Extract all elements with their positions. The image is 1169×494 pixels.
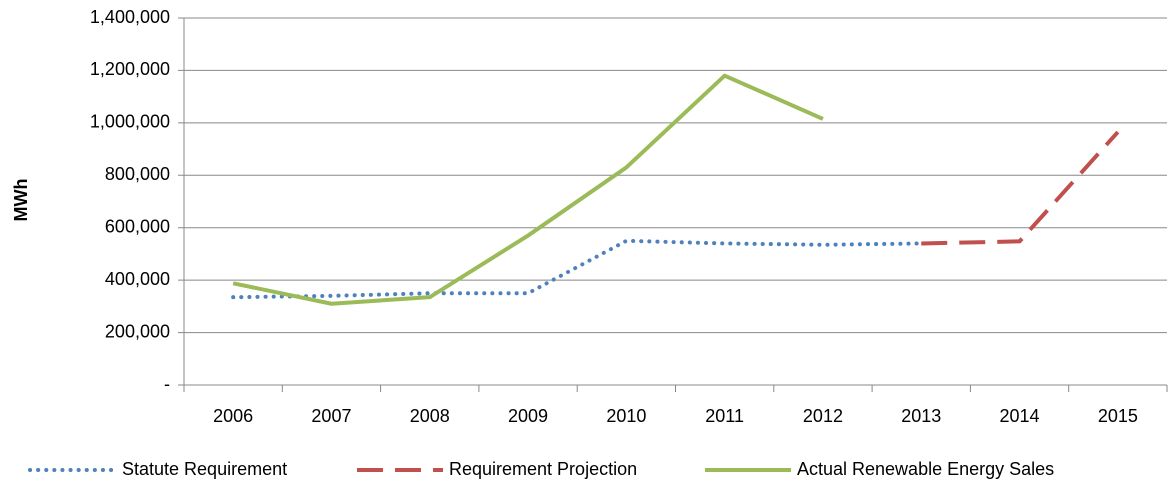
series-line	[231, 238, 924, 300]
y-tick-label: 1,000,000	[90, 112, 170, 132]
series-line	[232, 73, 824, 306]
legend-label: Actual Renewable Energy Sales	[797, 459, 1054, 479]
y-tick-label: 600,000	[105, 216, 170, 236]
x-tick-label: 2010	[606, 406, 646, 426]
x-tick-label: 2012	[803, 406, 843, 426]
x-tick-label: 2013	[901, 406, 941, 426]
y-axis-label: MWh	[11, 179, 31, 222]
legend-label: Requirement Projection	[449, 459, 637, 479]
x-tick-label: 2015	[1098, 406, 1138, 426]
x-tick-label: 2008	[410, 406, 450, 426]
x-tick-label: 2014	[1000, 406, 1040, 426]
y-tick-label: 1,200,000	[90, 59, 170, 79]
y-tick-label: -	[164, 374, 170, 394]
x-tick-label: 2007	[311, 406, 351, 426]
y-tick-label: 800,000	[105, 164, 170, 184]
x-tick-label: 2011	[705, 406, 744, 426]
x-tick-label: 2006	[213, 406, 253, 426]
y-tick-label: 400,000	[105, 269, 170, 289]
x-tick-label: 2009	[508, 406, 548, 426]
y-tick-label: 200,000	[105, 321, 170, 341]
y-tick-label: 1,400,000	[90, 7, 170, 27]
legend-label: Statute Requirement	[122, 459, 287, 479]
series-line	[921, 130, 1120, 246]
